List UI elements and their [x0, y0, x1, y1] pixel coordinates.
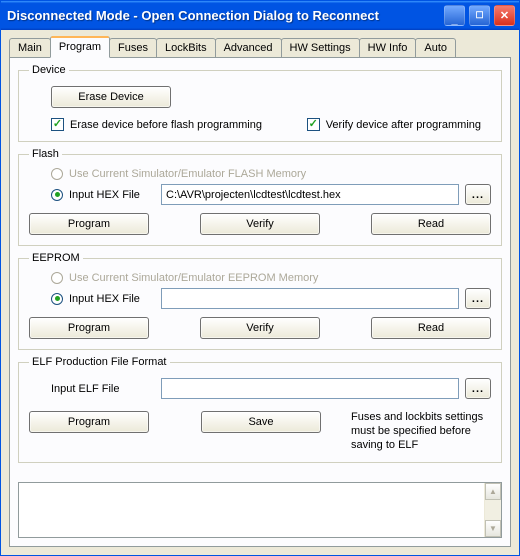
- radio-icon: [51, 293, 63, 305]
- client-area: Main Program Fuses LockBits Advanced HW …: [1, 30, 519, 555]
- tab-hwinfo[interactable]: HW Info: [359, 38, 417, 57]
- flash-verify-button[interactable]: Verify: [200, 213, 320, 235]
- log-content[interactable]: [19, 483, 484, 537]
- group-flash-legend: Flash: [29, 148, 62, 160]
- eeprom-program-button[interactable]: Program: [29, 317, 149, 339]
- checkbox-icon: [307, 118, 320, 131]
- minimize-button[interactable]: _: [444, 5, 465, 26]
- app-window: Disconnected Mode - Open Connection Dial…: [0, 0, 520, 556]
- window-title: Disconnected Mode - Open Connection Dial…: [7, 8, 440, 23]
- eeprom-read-button[interactable]: Read: [371, 317, 491, 339]
- group-elf: ELF Production File Format Input ELF Fil…: [18, 356, 502, 463]
- group-flash: Flash Use Current Simulator/Emulator FLA…: [18, 148, 502, 246]
- group-eeprom-legend: EEPROM: [29, 252, 83, 264]
- erase-device-button[interactable]: Erase Device: [51, 86, 171, 108]
- tab-page-program: Device Erase Device Erase device before …: [9, 57, 511, 547]
- flash-program-button[interactable]: Program: [29, 213, 149, 235]
- log-box: ▲ ▼: [18, 482, 502, 538]
- radio-icon: [51, 189, 63, 201]
- elf-note: Fuses and lockbits settings must be spec…: [351, 411, 491, 452]
- flash-browse-button[interactable]: ...: [465, 184, 491, 205]
- eeprom-verify-button[interactable]: Verify: [200, 317, 320, 339]
- eeprom-file-input[interactable]: [161, 288, 459, 309]
- elf-file-label: Input ELF File: [51, 383, 155, 395]
- group-device-legend: Device: [29, 64, 69, 76]
- tab-main[interactable]: Main: [9, 38, 51, 57]
- group-device: Device Erase Device Erase device before …: [18, 64, 502, 142]
- scroll-up-icon[interactable]: ▲: [485, 483, 501, 500]
- group-eeprom: EEPROM Use Current Simulator/Emulator EE…: [18, 252, 502, 350]
- flash-file-input[interactable]: [161, 184, 459, 205]
- radio-flash-sim: Use Current Simulator/Emulator FLASH Mem…: [51, 168, 491, 180]
- group-elf-legend: ELF Production File Format: [29, 356, 170, 368]
- radio-eeprom-sim: Use Current Simulator/Emulator EEPROM Me…: [51, 272, 491, 284]
- radio-icon: [51, 272, 63, 284]
- tab-auto[interactable]: Auto: [415, 38, 456, 57]
- tab-strip: Main Program Fuses LockBits Advanced HW …: [9, 36, 511, 57]
- titlebar[interactable]: Disconnected Mode - Open Connection Dial…: [1, 1, 519, 30]
- eeprom-browse-button[interactable]: ...: [465, 288, 491, 309]
- tab-advanced[interactable]: Advanced: [215, 38, 282, 57]
- scroll-down-icon[interactable]: ▼: [485, 520, 501, 537]
- tab-hwsettings[interactable]: HW Settings: [281, 38, 360, 57]
- radio-flash-file[interactable]: Input HEX File: [51, 189, 155, 201]
- elf-program-button[interactable]: Program: [29, 411, 149, 433]
- elf-file-input[interactable]: [161, 378, 459, 399]
- radio-eeprom-file[interactable]: Input HEX File: [51, 293, 155, 305]
- checkbox-verify-after[interactable]: Verify device after programming: [307, 118, 481, 131]
- maximize-button[interactable]: ☐: [469, 5, 490, 26]
- tab-fuses[interactable]: Fuses: [109, 38, 157, 57]
- elf-save-button[interactable]: Save: [201, 411, 321, 433]
- flash-read-button[interactable]: Read: [371, 213, 491, 235]
- close-button[interactable]: ✕: [494, 5, 515, 26]
- tab-program[interactable]: Program: [50, 36, 110, 58]
- checkbox-erase-before[interactable]: Erase device before flash programming: [51, 118, 262, 131]
- elf-browse-button[interactable]: ...: [465, 378, 491, 399]
- log-scrollbar[interactable]: ▲ ▼: [484, 483, 501, 537]
- tab-lockbits[interactable]: LockBits: [156, 38, 216, 57]
- checkbox-icon: [51, 118, 64, 131]
- radio-icon: [51, 168, 63, 180]
